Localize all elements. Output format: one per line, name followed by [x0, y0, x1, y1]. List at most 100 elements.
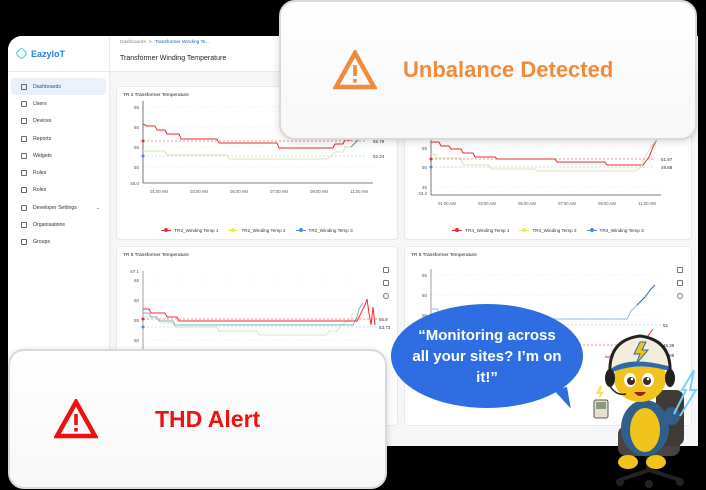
breadcrumb-separator: >	[148, 40, 152, 45]
sidebar-item-label: Organisations	[33, 222, 66, 229]
sidebar-item-roles[interactable]: Roles	[11, 182, 106, 199]
legend-item[interactable]: TR2_Winding Temp 1	[161, 228, 218, 233]
svg-text:55: 55	[134, 318, 140, 323]
sidebar-item-users[interactable]: Users	[11, 95, 106, 112]
svg-text:65: 65	[422, 273, 428, 278]
svg-text:55.8: 55.8	[379, 317, 388, 322]
alert-thd-text: THD Alert	[155, 405, 261, 432]
svg-text:55: 55	[422, 146, 428, 151]
sidebar-item-label: Groups	[33, 239, 51, 246]
sidebar-item-label: Devices	[33, 118, 52, 125]
sidebar-item-developer-settings[interactable]: Developer Settings ⌄	[11, 199, 106, 216]
zoom-select-icon[interactable]	[677, 267, 683, 273]
sidebar-item-groups[interactable]: Groups	[11, 234, 106, 251]
chart-legend: TR2_Winding Temp 1 TR2_Winding Temp 2 TR…	[117, 228, 397, 233]
sidebar-item-label: Rules	[33, 170, 47, 177]
svg-text:03:00 AM: 03:00 AM	[478, 201, 496, 206]
warning-icon	[333, 50, 377, 90]
sidebar-item-devices[interactable]: Devices	[11, 113, 106, 130]
svg-text:55.79: 55.79	[373, 139, 385, 144]
chart-legend: TR4_Winding Temp 1 TR4_Winding Temp 2 TR…	[405, 228, 691, 233]
legend-item[interactable]: TR4_Winding Temp 3	[586, 228, 644, 233]
chart-icon	[21, 152, 27, 159]
restore-icon[interactable]	[677, 293, 683, 299]
rules-icon	[21, 170, 27, 177]
svg-text:05:00 AM: 05:00 AM	[518, 201, 536, 206]
svg-text:01:00 AM: 01:00 AM	[438, 201, 456, 206]
svg-text:60: 60	[422, 293, 428, 298]
line-chart[interactable]: 65 60 55 50 45.0	[117, 87, 399, 241]
svg-text:52: 52	[663, 323, 669, 328]
legend-item[interactable]: TR2_Winding Temp 3	[295, 228, 353, 233]
alert-unbalance[interactable]: Unbalance Detected	[279, 0, 697, 140]
groups-icon	[21, 239, 27, 246]
report-icon	[21, 135, 27, 142]
mascot-illustration	[593, 334, 698, 488]
svg-text:07:00 AM: 07:00 AM	[270, 189, 288, 194]
svg-text:52.24: 52.24	[373, 154, 385, 159]
svg-text:49.88: 49.88	[661, 165, 673, 170]
sidebar-item-widgets[interactable]: Widgets	[11, 147, 106, 164]
roles-icon	[21, 187, 27, 194]
chart-title: TR 6 Transformer Temperature	[411, 253, 477, 258]
svg-text:03:00 AM: 03:00 AM	[190, 189, 208, 194]
sidebar-item-dashboards[interactable]: Dashboards	[11, 78, 106, 96]
legend-item[interactable]: TR2_Winding Temp 2	[228, 228, 286, 233]
svg-text:46.39: 46.39	[663, 343, 675, 348]
sidebar-item-label: Reports	[33, 135, 52, 142]
svg-text:55: 55	[134, 145, 140, 150]
legend-item[interactable]: TR4_Winding Temp 2	[519, 228, 577, 233]
svg-text:09:00 AM: 09:00 AM	[598, 201, 616, 206]
zoom-back-icon[interactable]	[383, 280, 389, 286]
speech-bubble-text: “Monitoring across all your sites? I’m o…	[412, 326, 562, 386]
sidebar-item-label: Users	[33, 100, 47, 107]
legend-item[interactable]: TR4_Winding Temp 1	[452, 228, 509, 233]
svg-text:43.2: 43.2	[418, 191, 427, 196]
warning-icon	[54, 399, 98, 439]
line-chart[interactable]: 67.1 65 60 55 50	[117, 247, 399, 427]
brand-logo[interactable]: EazyIoT	[8, 36, 109, 72]
chevron-down-icon: ⌄	[95, 204, 100, 211]
breadcrumb: Dashboards > Transformer Winding Te...	[120, 40, 688, 45]
dashboard-icon	[21, 83, 27, 90]
organisation-icon	[21, 222, 27, 229]
svg-text:01:00 AM: 01:00 AM	[150, 189, 168, 194]
svg-text:05:00 AM: 05:00 AM	[230, 189, 248, 194]
svg-text:67.1: 67.1	[130, 269, 139, 274]
sidebar-item-organisations[interactable]: Organisations	[11, 216, 106, 233]
brand-name: EazyIoT	[31, 48, 66, 59]
chart-title: TR 5 Transformer Temperature	[123, 253, 189, 258]
svg-text:51.97: 51.97	[661, 157, 673, 162]
user-icon	[21, 100, 27, 107]
breadcrumb-root[interactable]: Dashboards	[120, 40, 146, 45]
brand-icon	[15, 47, 28, 60]
svg-text:07:00 AM: 07:00 AM	[558, 201, 576, 206]
device-icon	[21, 118, 27, 125]
sidebar-item-reports[interactable]: Reports	[11, 130, 106, 147]
page-title: Transformer Winding Temperature	[120, 55, 227, 62]
sidebar-item-label: Roles	[33, 187, 47, 194]
svg-text:50: 50	[422, 165, 428, 170]
zoom-select-icon[interactable]	[383, 267, 389, 273]
svg-text:65: 65	[134, 105, 140, 110]
speech-bubble: “Monitoring across all your sites? I’m o…	[391, 304, 583, 408]
svg-text:65: 65	[134, 278, 140, 283]
svg-text:11:00 AM: 11:00 AM	[350, 189, 368, 194]
sidebar-item-rules[interactable]: Rules	[11, 164, 106, 181]
sidebar-nav: Dashboards Users Devices Reports Widgets…	[8, 72, 109, 251]
alert-unbalance-text: Unbalance Detected	[403, 57, 614, 82]
svg-text:60: 60	[134, 298, 140, 303]
svg-text:50: 50	[134, 165, 140, 170]
svg-text:45: 45	[422, 185, 428, 190]
svg-text:11:00 AM: 11:00 AM	[638, 201, 656, 206]
chart-title: TR 2 Transformer Temperature	[123, 93, 189, 98]
svg-text:09:00 AM: 09:00 AM	[310, 189, 328, 194]
alert-thd[interactable]: THD Alert	[8, 349, 387, 489]
restore-icon[interactable]	[383, 293, 389, 299]
zoom-back-icon[interactable]	[677, 280, 683, 286]
line-chart[interactable]: 55 50 45 43.2 51.9	[405, 87, 693, 241]
developer-icon	[21, 204, 27, 211]
sidebar-item-label: Widgets	[33, 152, 52, 159]
sidebar-item-label: Dashboards	[33, 83, 61, 90]
